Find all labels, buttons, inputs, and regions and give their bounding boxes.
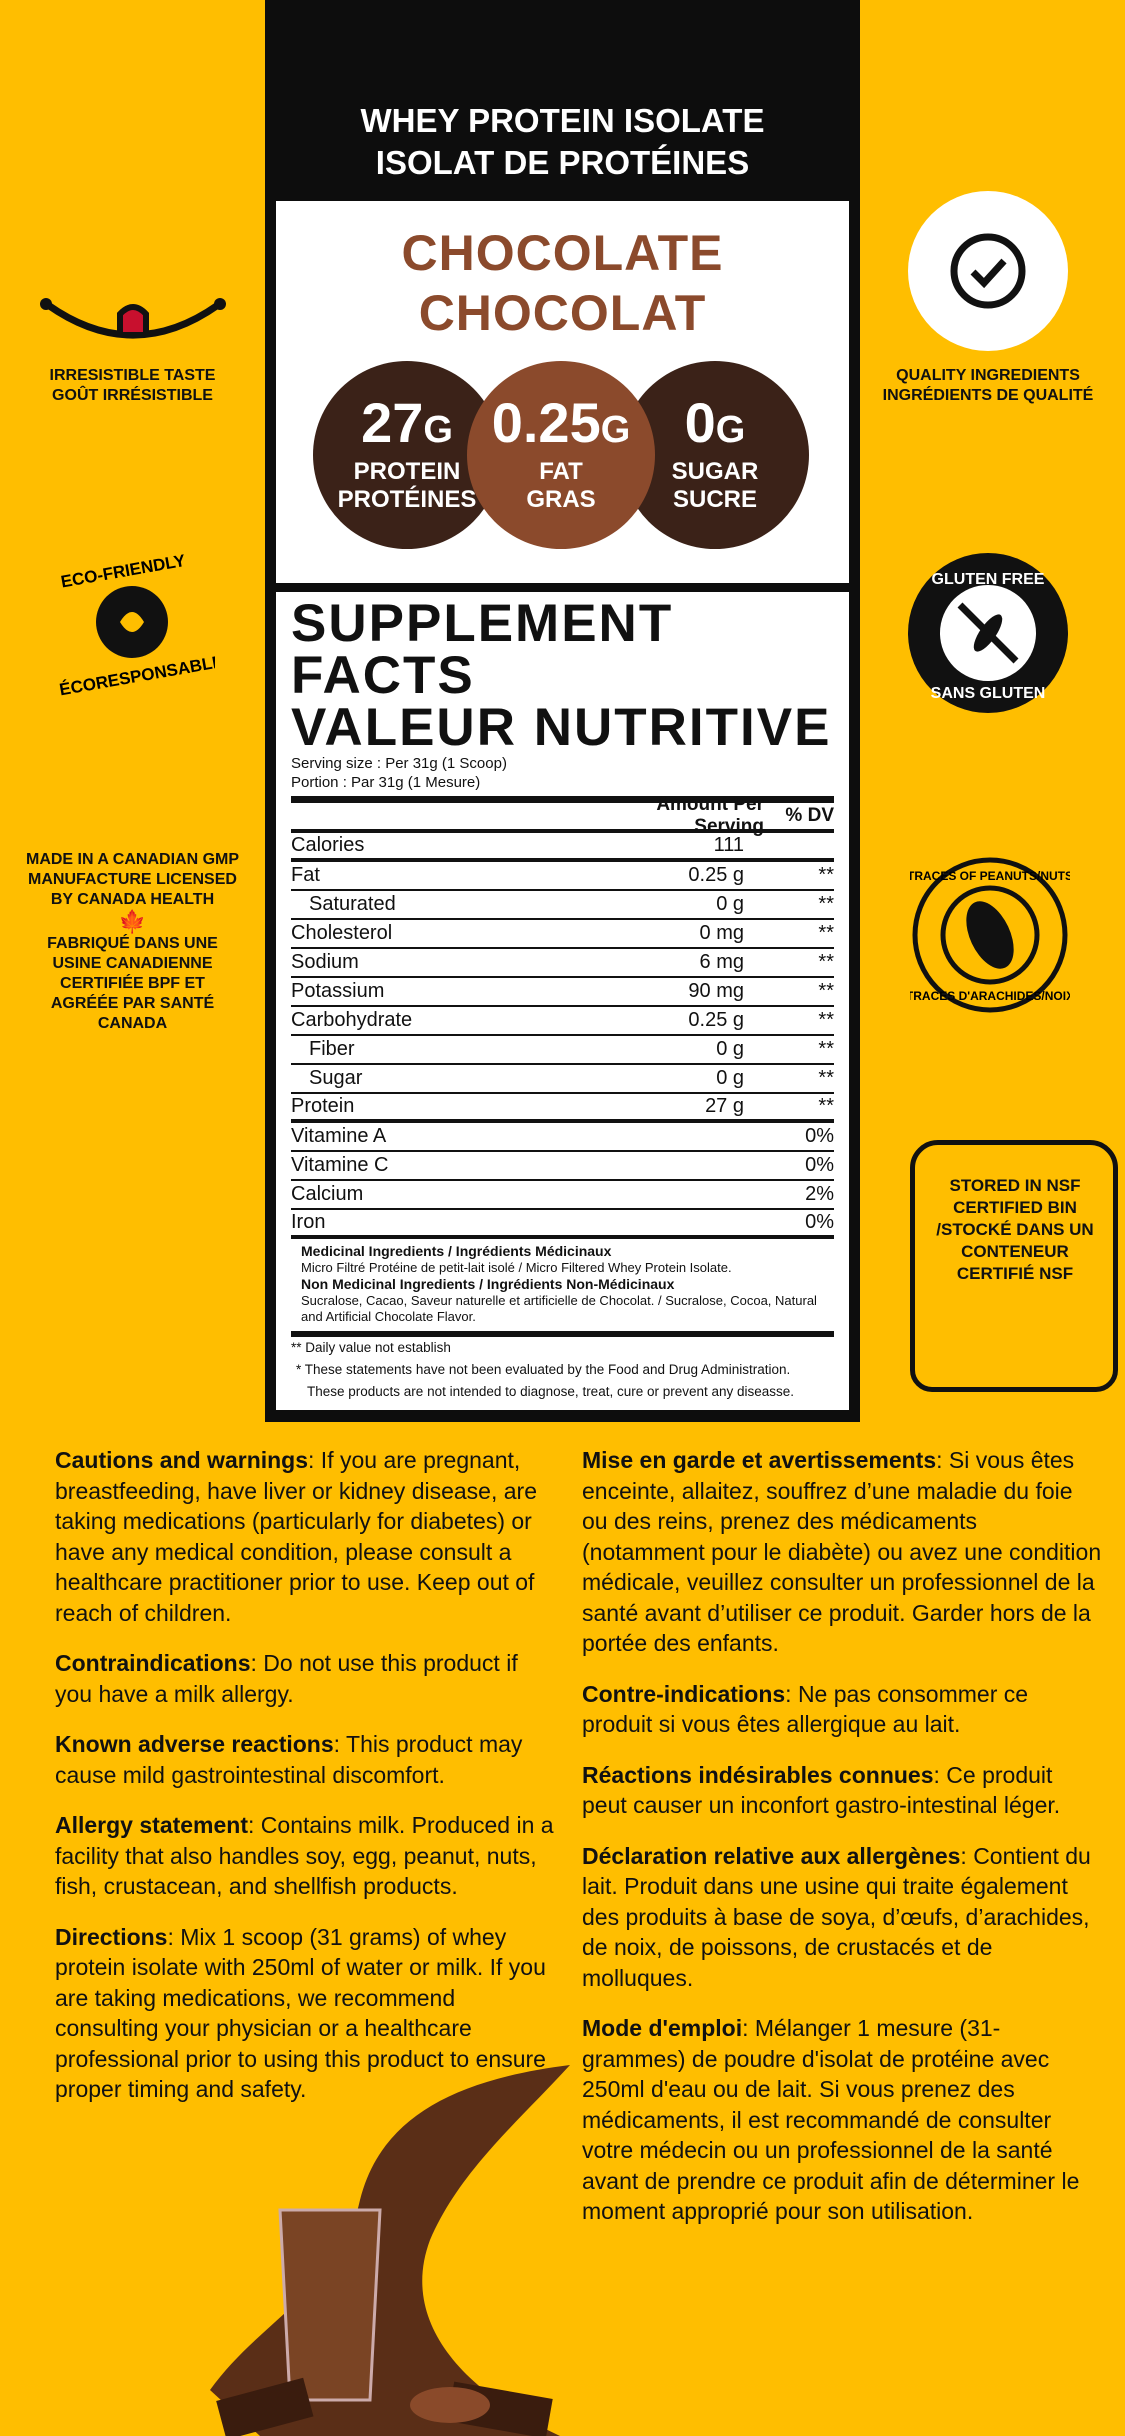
nutrient-dv: 0%: [805, 1154, 834, 1176]
nutrient-dv: **: [818, 1009, 834, 1031]
svg-text:TRACES D'ARACHIDES/NOIX: TRACES D'ARACHIDES/NOIX: [910, 989, 1070, 1003]
nutrient-name: Cholesterol: [291, 922, 393, 944]
nutrient-name: Protein: [291, 1095, 355, 1117]
no-wheat-icon: GLUTEN FREE SANS GLUTEN: [908, 553, 1068, 713]
facts-row: Protein 27 g **: [291, 1094, 834, 1123]
flavor-fr: CHOCOLAT: [418, 285, 707, 341]
nutrient-name: Vitamine A: [291, 1125, 387, 1147]
nutrient-amount: 6 mg: [699, 951, 744, 973]
facts-title-fr: VALEUR NUTRITIVE: [291, 698, 832, 757]
canada-label: MADE IN A CANADIAN GMP MANUFACTURE LICEN…: [25, 851, 240, 1032]
nutrient-name: Potassium: [291, 980, 385, 1002]
flavor-en: CHOCOLATE: [401, 225, 724, 281]
nsf-label: STORED IN NSF CERTIFIED BIN /STOCKÉ DANS…: [936, 1176, 1094, 1283]
fda-disclaimer-2: These products are not intended to diagn…: [307, 1384, 795, 1399]
facts-row: Iron 0%: [291, 1210, 834, 1239]
facts-row: Fiber 0 g **: [291, 1036, 834, 1065]
nutrient-dv: **: [818, 980, 834, 1002]
title-en: WHEY PROTEIN ISOLATE: [360, 102, 765, 139]
nutrient-amount: 0.25 g: [688, 864, 744, 886]
fat-circle: 0.25G FAT GRAS: [467, 361, 655, 549]
nutrient-name: Iron: [291, 1211, 326, 1233]
facts-row: Calcium 2%: [291, 1181, 834, 1210]
svg-text:TRACES OF PEANUTS/NUTS: TRACES OF PEANUTS/NUTS: [910, 869, 1070, 883]
english-warnings: Cautions and warnings: If you are pregna…: [55, 1445, 555, 2125]
warning-paragraph: Mode d'emploi: Mélanger 1 mesure (31-gra…: [582, 2015, 1080, 2224]
warning-paragraph: Cautions and warnings: If you are pregna…: [55, 1447, 538, 1626]
nutrient-dv: 2%: [805, 1183, 834, 1205]
facts-row: Sugar 0 g **: [291, 1065, 834, 1094]
nutrient-amount: 0 mg: [699, 922, 744, 944]
nutrient-dv: **: [818, 1067, 834, 1089]
nutrient-dv: **: [818, 922, 834, 944]
nutrient-name: Saturated: [309, 893, 396, 915]
portion: Portion : Par 31g (1 Mesure): [291, 774, 481, 791]
nutrient-amount: 90 mg: [688, 980, 744, 1002]
warning-paragraph: Mise en garde et avertissements: Si vous…: [582, 1447, 1102, 1656]
ingredients: Medicinal Ingredients / Ingrédients Médi…: [301, 1243, 817, 1324]
product-title: WHEY PROTEIN ISOLATE ISOLAT DE PROTÉINES: [265, 100, 860, 184]
warning-paragraph: Réactions indésirables connues: Ce produ…: [582, 1761, 1061, 1819]
nutrient-name: Vitamine C: [291, 1154, 389, 1176]
facts-row: Sodium 6 mg **: [291, 949, 834, 978]
recycle-leaf-icon: ECO-FRIENDLY ÉCORESPONSABLE: [58, 551, 215, 700]
chocolate-drink-image: [210, 2065, 570, 2436]
warning-paragraph: Déclaration relative aux allergènes: Con…: [582, 1842, 1091, 1991]
quality-label: QUALITY INGREDIENTS INGRÉDIENTS DE QUALIT…: [882, 367, 1094, 404]
nutrient-dv: **: [818, 1095, 834, 1117]
eco-label-en: ECO-FRIENDLY: [59, 551, 187, 592]
french-warnings: Mise en garde et avertissements: Si vous…: [582, 1445, 1102, 2247]
check-badge-icon: [908, 191, 1068, 351]
nutrient-dv: **: [818, 951, 834, 973]
warning-paragraph: Directions: Mix 1 scoop (31 grams) of wh…: [55, 1923, 546, 2103]
svg-text:SANS GLUTEN: SANS GLUTEN: [931, 685, 1046, 702]
nutrient-amount: 0 g: [716, 1038, 744, 1060]
taste-label: IRRESISTIBLE TASTE GOÛT IRRÉSISTIBLE: [49, 367, 216, 404]
eco-label-fr: ÉCORESPONSABLE: [58, 652, 215, 700]
bin-icon: [910, 1140, 1118, 1392]
warning-paragraph: Known adverse reactions: This product ma…: [55, 1731, 523, 1788]
nutrient-dv: **: [818, 1038, 834, 1060]
warning-paragraph: Contraindications: Do not use this produ…: [55, 1650, 518, 1707]
facts-row: Calories 111: [291, 833, 834, 862]
flavor-box: CHOCOLATE CHOCOLAT 27G PROTEIN PROTÉINES …: [276, 201, 849, 583]
facts-row: Carbohydrate 0.25 g **: [291, 1007, 834, 1036]
nutrient-name: Sodium: [291, 951, 359, 973]
nutrient-name: Sugar: [309, 1067, 363, 1089]
title-fr: ISOLAT DE PROTÉINES: [375, 144, 750, 181]
nutrient-dv: **: [818, 893, 834, 915]
facts-row: Vitamine A 0%: [291, 1123, 834, 1152]
serving-size: Serving size : Per 31g (1 Scoop): [291, 755, 507, 772]
nutrient-name: Calcium: [291, 1183, 364, 1205]
nutrient-name: Carbohydrate: [291, 1009, 413, 1031]
nutrient-amount: 111: [713, 834, 744, 856]
svg-text:GLUTEN FREE: GLUTEN FREE: [932, 571, 1045, 588]
nutrient-name: Calories: [291, 834, 365, 856]
smile-icon: [40, 298, 226, 339]
nutrient-dv: 0%: [805, 1125, 834, 1147]
facts-row: Potassium 90 mg **: [291, 978, 834, 1007]
maple-leaf-icon: 🍁: [118, 909, 147, 934]
fda-disclaimer: * These statements have not been evaluat…: [296, 1362, 791, 1377]
facts-row: Saturated 0 g **: [291, 891, 834, 920]
warning-paragraph: Allergy statement: Contains milk. Produc…: [55, 1812, 554, 1899]
nutrient-amount: 0 g: [716, 893, 744, 915]
nutrient-amount: 27 g: [705, 1095, 744, 1117]
nutrient-amount: 0.25 g: [688, 1009, 744, 1031]
nutrient-name: Fat: [291, 864, 320, 886]
facts-title-en: SUPPLEMENT FACTS: [291, 594, 674, 705]
supplement-facts: SUPPLEMENT FACTS VALEUR NUTRITIVE Servin…: [276, 592, 849, 1410]
facts-column-header: Amount Per Serving% DV: [656, 794, 834, 837]
nutrient-dv: 0%: [805, 1211, 834, 1233]
footnote: ** Daily value not establish: [291, 1340, 451, 1355]
peanut-icon: TRACES OF PEANUTS/NUTS TRACES D'ARACHIDES…: [910, 857, 1070, 1013]
facts-row: Cholesterol 0 mg **: [291, 920, 834, 949]
warning-paragraph: Contre-indications: Ne pas consommer ce …: [582, 1680, 1029, 1738]
nutrient-name: Fiber: [309, 1038, 355, 1060]
nutrient-amount: 0 g: [716, 1067, 744, 1089]
facts-row: Vitamine C 0%: [291, 1152, 834, 1181]
facts-row: Fat 0.25 g **: [291, 862, 834, 891]
sugar-circle: 0G SUGAR SUCRE: [621, 361, 809, 549]
nutrient-dv: **: [818, 864, 834, 886]
